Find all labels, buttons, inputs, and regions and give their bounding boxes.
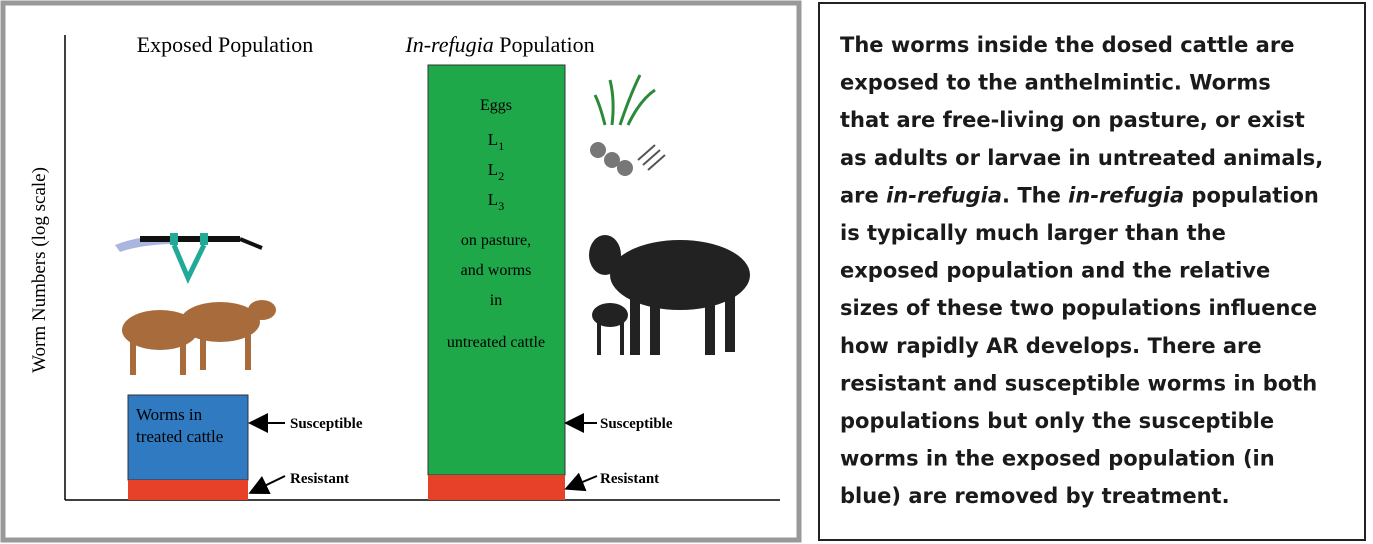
box-line: in	[490, 292, 502, 309]
text-line: how rapidly AR develops. There are	[840, 334, 1262, 358]
subscript: 1	[498, 139, 504, 153]
arrow	[248, 475, 286, 495]
base: L	[488, 160, 498, 179]
text-line: resistant and susceptible worms in both	[840, 371, 1317, 395]
exposed-heading: Exposed Population	[137, 32, 314, 57]
text-line: worms in the exposed population (in	[840, 447, 1275, 471]
y-axis-label: Worm Numbers (log scale)	[29, 167, 50, 373]
text-segment: in-refugia	[886, 183, 1002, 207]
box-line: L2	[488, 160, 504, 183]
text-line: The worms inside the dosed cattle are	[840, 33, 1294, 57]
arrow	[564, 472, 598, 492]
label: Resistant	[600, 471, 659, 487]
cow-icon	[589, 235, 750, 355]
text-segment: sizes of these two populations influence	[840, 296, 1317, 320]
box-line: untreated cattle	[447, 334, 545, 351]
box-line: Worms in	[136, 405, 203, 424]
text-segment: worms in the exposed population (in	[840, 447, 1275, 471]
text-segment: how rapidly AR develops. There are	[840, 334, 1262, 358]
heading-rest: Population	[499, 32, 594, 57]
susceptible-exposed-box	[127, 394, 249, 481]
text-line: that are free-living on pasture, or exis…	[840, 108, 1305, 132]
text-line: blue) are removed by treatment.	[840, 484, 1230, 508]
calves-icon	[122, 300, 276, 375]
susceptible-refugia-box	[427, 64, 566, 476]
base: L	[488, 130, 498, 149]
text-line: exposed population and the relative	[840, 259, 1270, 283]
text-line: exposed to the anthelmintic. Worms	[840, 71, 1271, 95]
text-line: populations but only the susceptible	[840, 409, 1274, 433]
text-line: as adults or larvae in untreated animals…	[840, 146, 1323, 170]
resistant-refugia-box	[428, 475, 565, 500]
box-line: and worms	[461, 262, 532, 279]
text-segment: . The	[1002, 183, 1068, 207]
subscript: 2	[498, 169, 504, 183]
text-segment: blue) are removed by treatment.	[840, 484, 1230, 508]
box-line: L1	[488, 130, 504, 153]
text-segment: populations but only the susceptible	[840, 409, 1274, 433]
text-segment: exposed population and the relative	[840, 259, 1270, 283]
eggs-larvae-icon	[590, 142, 666, 176]
refugia-heading: In-refugia Population	[404, 32, 594, 57]
text-segment: are	[840, 183, 886, 207]
box-line: L3	[488, 190, 504, 213]
heading-italic: In-refugia	[404, 32, 493, 57]
text-segment: that are free-living on pasture, or exis…	[840, 108, 1305, 132]
text-segment: resistant and susceptible worms in both	[840, 371, 1317, 395]
text-segment: as adults or larvae in untreated animals…	[840, 146, 1323, 170]
subscript: 3	[498, 199, 504, 213]
drench-gun-icon	[115, 233, 263, 285]
box-line: treated cattle	[136, 427, 223, 446]
text-line: are in-refugia. The in-refugia populatio…	[840, 183, 1319, 207]
text-segment: is typically much larger than the	[840, 221, 1226, 245]
text-line: is typically much larger than the	[840, 221, 1226, 245]
label: Susceptible	[290, 416, 363, 432]
text-segment: exposed to the anthelmintic. Worms	[840, 71, 1271, 95]
label: Susceptible	[600, 416, 673, 432]
grass-icon	[593, 74, 656, 126]
box-line: Eggs	[480, 97, 512, 114]
text-line: sizes of these two populations influence	[840, 296, 1317, 320]
text-segment: population	[1184, 183, 1319, 207]
text-segment: The worms inside the dosed cattle are	[840, 33, 1294, 57]
resistant-exposed-box	[128, 480, 248, 500]
text-segment: in-refugia	[1068, 183, 1184, 207]
explanation-text: The worms inside the dosed cattle are exp…	[840, 33, 1323, 508]
text-box-frame	[818, 2, 1366, 541]
box-line: on pasture,	[461, 232, 531, 249]
base: L	[488, 190, 498, 209]
label: Resistant	[290, 471, 349, 487]
